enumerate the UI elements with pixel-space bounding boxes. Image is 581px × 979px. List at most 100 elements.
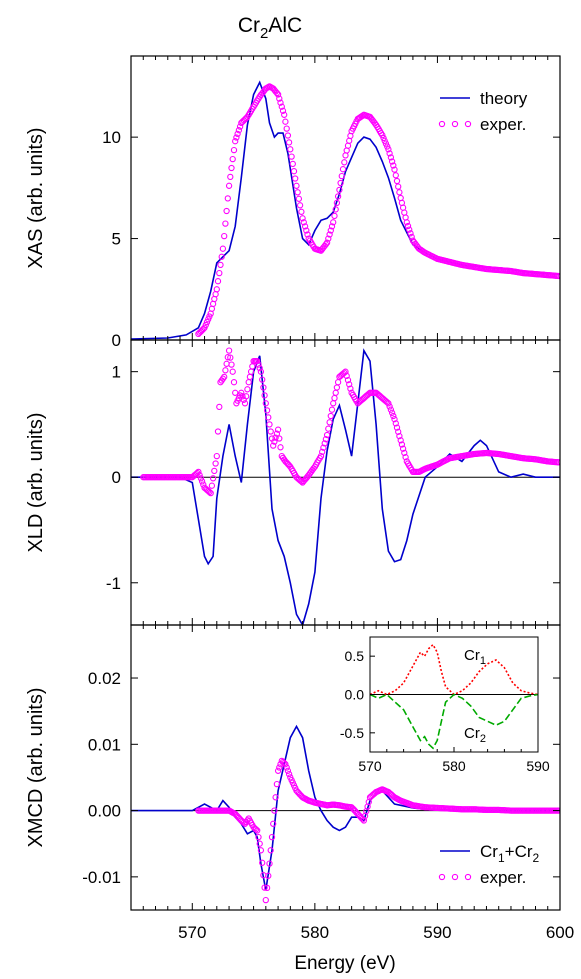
xld-series-1-point	[393, 424, 401, 431]
xld-series-1-point	[249, 363, 256, 370]
xld-series-1-point	[344, 376, 352, 384]
xld-series-1-point	[333, 384, 341, 391]
xmcd-series-1-point	[284, 767, 292, 774]
xas-series-1-point	[206, 313, 213, 320]
xas-series-1-point	[232, 138, 239, 145]
xld-series-1-point	[260, 384, 267, 391]
xas-series-0-line	[131, 80, 560, 340]
xld-series-1-point	[273, 430, 281, 437]
xas-series-1-point	[213, 286, 220, 293]
xld-series-1-point	[222, 367, 229, 374]
xas-legend-marker-swatch	[451, 120, 459, 128]
xld-series-1-point	[343, 372, 350, 380]
xld-series-1-point	[232, 389, 239, 396]
xas-series-1-point	[406, 226, 413, 233]
xmcd-plot-area	[131, 724, 560, 904]
xld-series-1-point	[395, 428, 402, 435]
xld-series-1-point	[346, 381, 353, 388]
xmcd-series-1-point	[282, 761, 289, 768]
xas-series-1-point	[296, 202, 304, 209]
xld-series-1-point	[271, 438, 278, 445]
xld-series-1-point	[320, 444, 327, 451]
xas-series-1-point	[282, 118, 289, 125]
xas-series-1-point	[287, 146, 294, 153]
xas-series-1-point	[341, 159, 348, 166]
xmcd-legend-marker-swatch	[464, 873, 472, 881]
xld-series-1-point	[401, 449, 408, 457]
xld-series-1-point	[397, 437, 404, 444]
xas-series-1-point	[217, 261, 224, 269]
xld-series-1-point	[396, 432, 403, 440]
xmcd-legend: Cr1+Cr2 exper.	[438, 842, 540, 887]
xmcd-legend-label: exper.	[480, 868, 526, 887]
xmcd-series-1-point	[285, 770, 293, 778]
xld-series-1-point	[209, 475, 217, 482]
xmcd-series-1-point	[256, 840, 263, 847]
xld-series-1-point	[332, 389, 339, 396]
xld-series-1-point	[206, 488, 213, 496]
xas-series-1-point	[277, 99, 284, 106]
xmcd-series-1-point	[268, 833, 276, 841]
xas-series-1-point	[388, 158, 396, 165]
xas-series-1-point	[229, 155, 236, 163]
xld-series-1-point	[386, 403, 393, 410]
xld-series-1-point	[342, 368, 349, 375]
xas-series-1-point	[408, 233, 415, 241]
xld-frame	[130, 339, 561, 626]
xmcd-series-1-point	[263, 884, 271, 892]
xas-series-1-point	[276, 95, 283, 102]
xld-series-1-point	[317, 452, 325, 460]
xmcd-y-tick-label: 0.02	[88, 669, 121, 688]
xas-series-1-point	[221, 232, 228, 240]
xld-series-1-point	[239, 393, 246, 400]
xas-series-1-point	[332, 206, 339, 213]
xld-series-1-point	[323, 431, 331, 439]
xas-series-1-point	[301, 223, 309, 230]
xld-series-1-point	[259, 376, 266, 383]
xmcd-series-1-point	[267, 847, 274, 854]
xas-series-1-point	[334, 193, 342, 200]
xmcd-series-1-point	[255, 833, 262, 841]
xas-series-1-point	[236, 123, 244, 130]
xmcd-y-tick-label: -0.01	[82, 868, 121, 887]
xld-series-1-point	[267, 428, 274, 435]
xas-series-1-point	[338, 172, 345, 180]
xld-series-1-point	[254, 357, 261, 365]
xmcd-series-1-point	[254, 827, 261, 834]
xld-series-1-point	[216, 403, 223, 411]
inset-label-cr1: Cr1	[464, 647, 486, 667]
xmcd-series-1-point	[271, 807, 278, 814]
xas-series-1-point	[235, 127, 243, 134]
xas-series-1-point	[379, 131, 386, 139]
xmcd-series-1-point	[283, 764, 290, 771]
xld-series-1-point	[229, 368, 236, 375]
xas-series-1-point	[295, 195, 303, 202]
xas-series-1-point	[224, 195, 231, 202]
inset-series-0-line	[369, 643, 539, 696]
inset-x-tick-label: 570	[358, 758, 382, 774]
xas-series-1-point	[233, 134, 240, 141]
xld-series-1-point	[214, 428, 222, 435]
xmcd-series-1-point	[274, 767, 282, 774]
xld-series-0-line	[131, 348, 560, 625]
xas-series-1-point	[279, 107, 287, 114]
xas-series-1-point	[555, 272, 560, 280]
xld-series-1-point	[243, 393, 250, 400]
xas-series-1-point	[395, 183, 402, 190]
xas-series-1-point	[339, 166, 347, 173]
xld-series-1-point	[387, 406, 395, 413]
xld-series-1-point	[225, 347, 233, 354]
xmcd-series-1-point	[273, 780, 281, 788]
xas-series-1-point	[393, 177, 401, 185]
xas-series-1-point	[202, 321, 209, 329]
xld-series-1-point	[262, 400, 269, 407]
xmcd-series-1-point	[259, 859, 266, 866]
inset-series-1-line	[369, 693, 539, 750]
xas-series-1-point	[227, 173, 234, 181]
inset-label-cr2: Cr2	[464, 725, 486, 745]
xmcd-series-1-point	[261, 884, 268, 891]
xld-y-tick-label: 1	[112, 363, 121, 382]
xmcd-series-1-point	[276, 764, 283, 771]
xld-plot-area	[131, 347, 560, 625]
